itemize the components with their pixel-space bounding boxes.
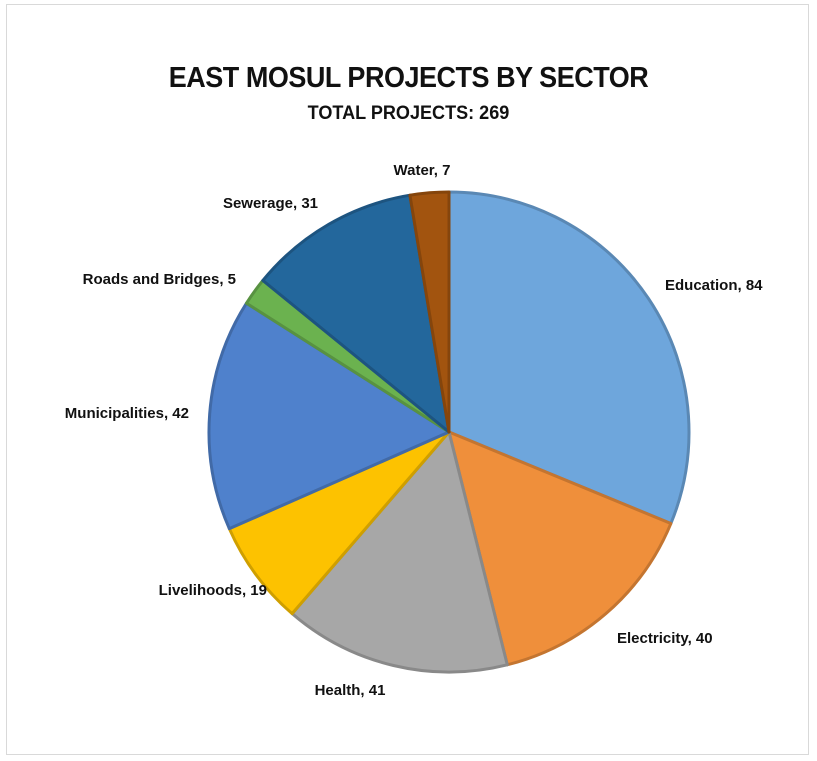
pie-slice-municipalities bbox=[207, 301, 451, 531]
pie-label-electricity: Electricity, 40 bbox=[617, 630, 713, 647]
pie-label-livelihoods: Livelihoods, 19 bbox=[159, 582, 267, 599]
pie-label-health: Health, 41 bbox=[315, 682, 386, 699]
pie-label-water: Water, 7 bbox=[394, 162, 451, 179]
pie-slice-livelihoods bbox=[227, 430, 451, 616]
pie-label-sewerage: Sewerage, 31 bbox=[223, 195, 318, 212]
pie-slice-water bbox=[408, 190, 451, 434]
chart-title: EAST MOSUL PROJECTS BY SECTOR bbox=[168, 62, 649, 94]
pie-labels: Education, 84 Electricity, 40 Health, 41 Li… bbox=[65, 162, 763, 699]
chart-subtitle: TOTAL PROJECTS: 269 bbox=[307, 103, 510, 124]
pie-slice-health bbox=[290, 430, 509, 674]
pie-slices bbox=[207, 190, 691, 674]
pie-slice-education bbox=[447, 190, 691, 526]
pie-slice-electricity bbox=[447, 430, 673, 667]
pie-slice-sewerage bbox=[261, 193, 451, 434]
pie-label-education: Education, 84 bbox=[665, 277, 763, 294]
pie-label-roads-and-bridges: Roads and Bridges, 5 bbox=[83, 271, 236, 288]
pie-label-municipalities: Municipalities, 42 bbox=[65, 405, 189, 422]
